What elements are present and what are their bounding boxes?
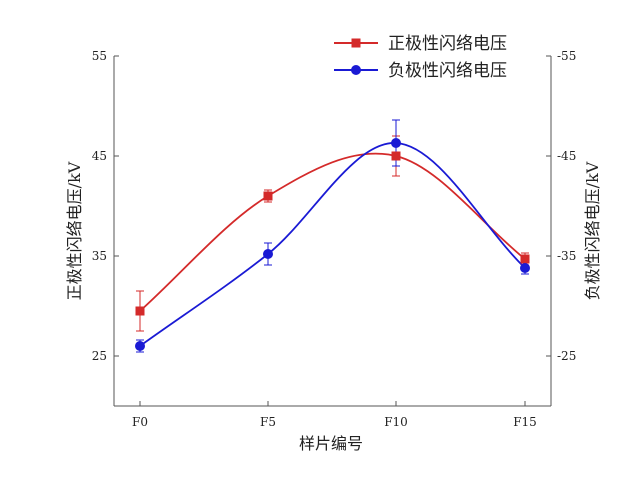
negative-series-line bbox=[139, 142, 526, 347]
left-y-tick-label: 45 bbox=[92, 149, 107, 163]
tick-group: 25 35 45 55 -25 -35 -45 -55 F0 F5 F10 F15 bbox=[92, 49, 577, 429]
left-y-tick-label: 25 bbox=[92, 349, 107, 363]
left-y-tick-label: 55 bbox=[92, 49, 107, 63]
negative-legend-label: 负极性闪络电压 bbox=[388, 61, 507, 81]
plot-frame bbox=[113, 56, 552, 407]
negative-data-point bbox=[263, 249, 273, 259]
right-y-tick-label: -45 bbox=[557, 149, 576, 163]
x-tick-label: F10 bbox=[384, 415, 408, 429]
x-tick-label: F5 bbox=[260, 415, 276, 429]
right-y-tick-label: -35 bbox=[557, 249, 576, 263]
negative-legend-marker bbox=[351, 65, 361, 75]
x-axis-title: 样片编号 bbox=[299, 434, 363, 453]
positive-data-point bbox=[263, 191, 273, 201]
right-y-axis-title: 负极性闪络电压/kV bbox=[583, 161, 602, 300]
left-y-axis-title: 正极性闪络电压/kV bbox=[65, 161, 84, 300]
series-curves bbox=[139, 142, 526, 347]
positive-series-line bbox=[139, 152, 526, 312]
series-markers bbox=[135, 138, 530, 351]
positive-data-point bbox=[135, 306, 145, 316]
negative-data-point bbox=[520, 263, 530, 273]
left-y-tick-label: 35 bbox=[92, 249, 107, 263]
x-tick-label: F15 bbox=[513, 415, 537, 429]
positive-data-point bbox=[391, 151, 401, 161]
positive-legend-label: 正极性闪络电压 bbox=[388, 34, 507, 54]
positive-legend-marker bbox=[351, 38, 361, 48]
error-bars bbox=[136, 119, 529, 353]
x-tick-label: F0 bbox=[132, 415, 148, 429]
right-y-tick-label: -55 bbox=[557, 49, 576, 63]
right-y-tick-label: -25 bbox=[557, 349, 576, 363]
positive-data-point bbox=[520, 254, 530, 264]
negative-data-point bbox=[135, 341, 145, 351]
negative-data-point bbox=[391, 138, 401, 148]
